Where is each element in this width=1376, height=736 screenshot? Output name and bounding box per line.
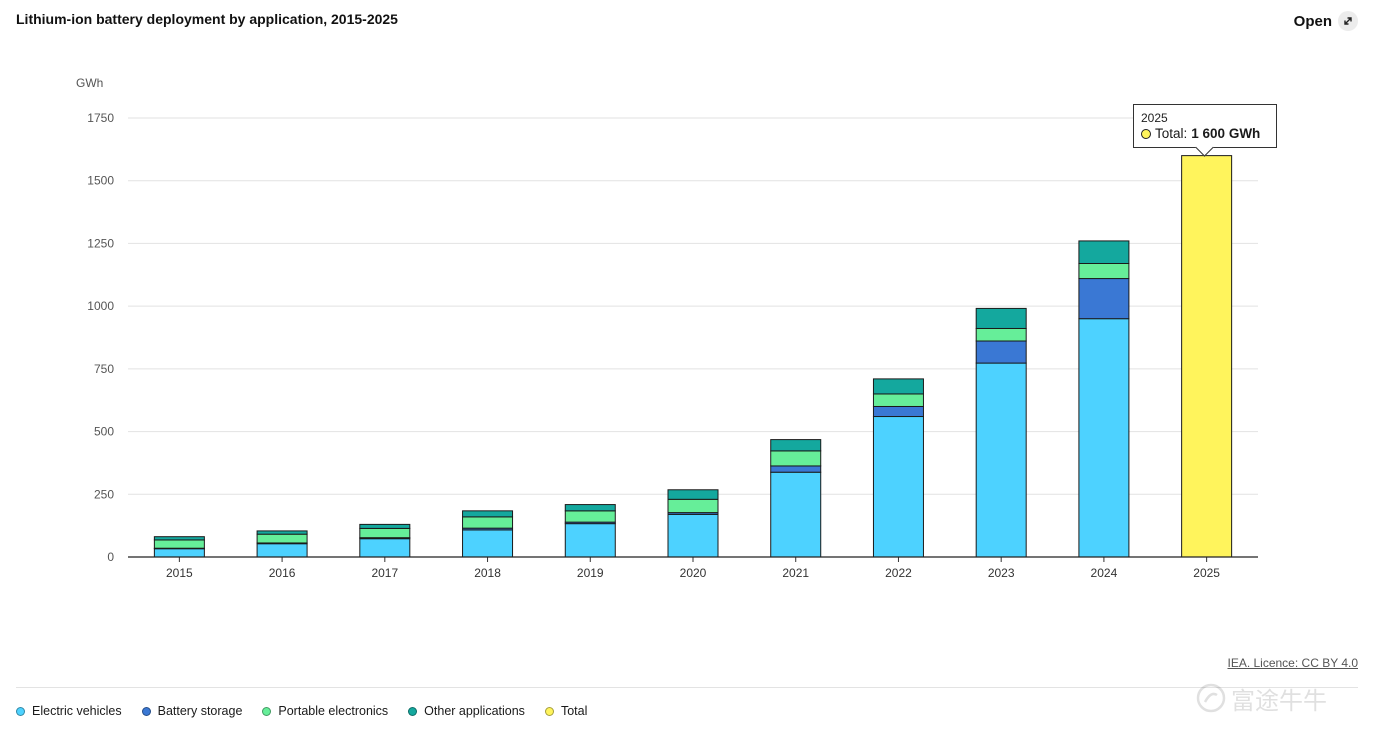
bar-segment[interactable]: [667, 489, 719, 500]
x-tick-label: 2025: [1193, 566, 1220, 580]
futu-logo-icon: [1196, 683, 1226, 713]
bar-segment[interactable]: [462, 510, 514, 518]
open-button[interactable]: Open: [1294, 10, 1358, 32]
x-tick-label: 2022: [885, 566, 912, 580]
bar-segment[interactable]: [462, 516, 514, 529]
legend-item-battery-storage[interactable]: Battery storage: [141, 704, 243, 718]
bar-segment[interactable]: [153, 536, 205, 541]
bar-segment[interactable]: [153, 539, 205, 549]
legend-dot: [16, 706, 25, 716]
y-tick-label: 1000: [87, 299, 114, 313]
bar-segment[interactable]: [256, 530, 308, 535]
bar-segment[interactable]: [975, 327, 1027, 342]
bar-segment[interactable]: [359, 523, 411, 529]
legend-item-electric-vehicles[interactable]: Electric vehicles: [16, 704, 122, 718]
bar-segment[interactable]: [1078, 262, 1130, 280]
bar-segment[interactable]: [770, 465, 822, 473]
bar-segment[interactable]: [153, 548, 205, 558]
y-tick-label: 1750: [87, 111, 114, 125]
bar-segment[interactable]: [564, 504, 616, 512]
bar-segment[interactable]: [667, 498, 719, 514]
chart-plot: 0 250 500 750 1000 1250 1500 1750 GWh 2015 2016 201…: [76, 76, 1258, 580]
chart-title: Lithium-ion battery deployment by applic…: [16, 11, 398, 27]
bar-segment[interactable]: [256, 543, 308, 558]
bar-segment[interactable]: [564, 523, 616, 558]
legend-item-portable-electronics[interactable]: Portable electronics: [262, 704, 388, 718]
bar-segment[interactable]: [975, 362, 1027, 558]
expand-icon: [1338, 11, 1358, 31]
bar-segment[interactable]: [975, 340, 1027, 364]
bar-segment[interactable]: [1078, 318, 1130, 558]
y-tick-label: 1250: [87, 236, 114, 250]
x-tick-label: 2018: [474, 566, 501, 580]
bar-segment[interactable]: [872, 416, 924, 558]
open-button-label: Open: [1293, 12, 1332, 30]
x-tick-label: 2015: [166, 566, 193, 580]
chart-legend: Electric vehicles Battery storage Portab…: [16, 704, 587, 718]
bar-segment[interactable]: [770, 439, 822, 452]
bar-segment[interactable]: [975, 307, 1027, 329]
x-tick-label: 2020: [680, 566, 707, 580]
bar-segment[interactable]: [564, 510, 616, 523]
tooltip-row: Total: 1 600 GWh: [1141, 126, 1269, 142]
x-tick-label: 2021: [782, 566, 809, 580]
x-tick-label: 2023: [988, 566, 1015, 580]
bar-segment[interactable]: [872, 405, 924, 418]
legend-divider: [16, 687, 1358, 688]
legend-label: Total: [560, 704, 588, 718]
bar-segment[interactable]: [462, 529, 514, 558]
y-tick-label: 1500: [87, 174, 114, 188]
tooltip-series-dot: [1141, 129, 1151, 139]
bar-segment[interactable]: [667, 513, 719, 558]
bar-segment[interactable]: [872, 393, 924, 407]
legend-label: Portable electronics: [278, 704, 389, 718]
legend-dot: [141, 706, 151, 716]
legend-label: Battery storage: [157, 704, 243, 718]
bar-segment[interactable]: [359, 527, 411, 539]
watermark-text: 富途牛牛: [1231, 686, 1327, 715]
bar-segment[interactable]: [256, 533, 308, 544]
bar-segment[interactable]: [1078, 240, 1130, 264]
legend-item-total[interactable]: Total: [544, 704, 588, 718]
legend-dot: [544, 706, 554, 716]
y-axis-label: GWh: [76, 76, 103, 90]
tooltip-value: 1 600 GWh: [1191, 126, 1261, 141]
legend-label: Other applications: [424, 704, 525, 718]
x-tick-label: 2017: [371, 566, 398, 580]
y-tick-label: 250: [94, 487, 114, 501]
legend-label: Electric vehicles: [32, 704, 122, 718]
legend-item-other-applications[interactable]: Other applications: [408, 704, 525, 718]
bar-segment[interactable]: [1181, 155, 1233, 558]
bar-segment[interactable]: [770, 471, 822, 558]
bar-segment[interactable]: [1078, 278, 1130, 320]
x-tick-label: 2019: [577, 566, 604, 580]
x-tick-label: 2016: [269, 566, 296, 580]
chart-tooltip: 2025 Total: 1 600 GWh: [1133, 104, 1277, 157]
bar-segment[interactable]: [359, 538, 411, 558]
x-tick-label: 2024: [1091, 566, 1118, 580]
y-tick-label: 750: [94, 362, 114, 376]
tooltip-series-label: Total:: [1155, 126, 1188, 141]
legend-dot: [262, 706, 272, 716]
y-tick-label: 0: [107, 550, 114, 564]
legend-dot: [408, 706, 418, 716]
watermark: 富途牛牛: [1196, 681, 1327, 715]
bar-segment[interactable]: [770, 450, 822, 467]
licence-link[interactable]: IEA. Licence: CC BY 4.0: [1227, 656, 1358, 670]
bar-segment[interactable]: [872, 378, 924, 395]
tooltip-year: 2025: [1141, 111, 1168, 125]
y-tick-label: 500: [94, 425, 114, 439]
